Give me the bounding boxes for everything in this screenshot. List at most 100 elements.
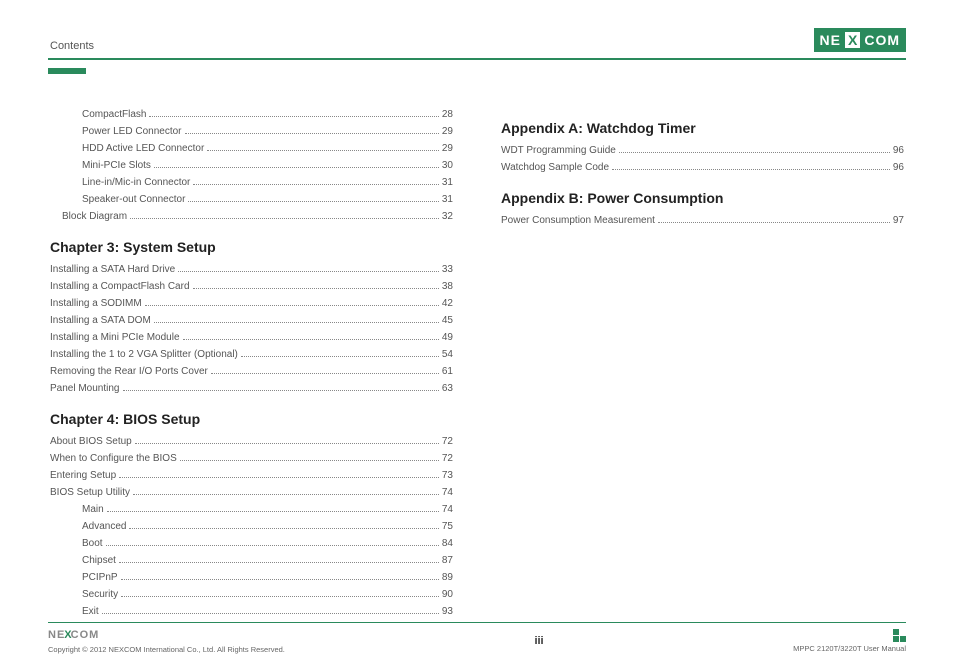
toc-entry[interactable]: Installing a SATA DOM45 <box>50 312 453 329</box>
toc-dots <box>658 222 890 223</box>
toc-dots <box>129 528 438 529</box>
toc-entry-label: HDD Active LED Connector <box>82 140 204 157</box>
toc-entry-page: 49 <box>442 329 453 346</box>
toc-entry[interactable]: Watchdog Sample Code96 <box>501 159 904 176</box>
toc-dots <box>185 133 439 134</box>
footer-logo-right: COM <box>71 629 100 641</box>
toc-entry-page: 54 <box>442 346 453 363</box>
toc-dots <box>178 271 439 272</box>
toc-entry[interactable]: Advanced75 <box>50 518 453 535</box>
toc-entry[interactable]: Installing the 1 to 2 VGA Splitter (Opti… <box>50 346 453 363</box>
toc-entry-page: 75 <box>442 518 453 535</box>
toc-entry-page: 38 <box>442 278 453 295</box>
toc-entry-label: Power LED Connector <box>82 123 182 140</box>
header-rule <box>48 58 906 60</box>
toc-entry-label: CompactFlash <box>82 106 146 123</box>
toc-dots <box>145 305 439 306</box>
toc-entry-page: 29 <box>442 140 453 157</box>
toc-entry-label: Panel Mounting <box>50 380 120 397</box>
toc-entry[interactable]: Line-in/Mic-in Connector 31 <box>50 174 453 191</box>
toc-entry[interactable]: Installing a Mini PCIe Module 49 <box>50 329 453 346</box>
toc-dots <box>133 494 439 495</box>
toc-entry-page: 72 <box>442 433 453 450</box>
toc-entry-page: 97 <box>893 212 904 229</box>
toc-entry[interactable]: Security90 <box>50 586 453 603</box>
toc-entry-label: Speaker-out Connector <box>82 191 185 208</box>
footer-page-number: iii <box>534 635 543 647</box>
toc-entry-page: 31 <box>442 174 453 191</box>
toc-dots <box>123 390 439 391</box>
toc-dots <box>106 545 439 546</box>
toc-entry-label: Line-in/Mic-in Connector <box>82 174 190 191</box>
toc-dots <box>612 169 890 170</box>
footer-logo: NE X COM <box>48 627 285 643</box>
toc-entry[interactable]: Installing a SODIMM42 <box>50 295 453 312</box>
toc-entry[interactable]: Panel Mounting 63 <box>50 380 453 397</box>
toc-entry-page: 32 <box>442 208 453 225</box>
toc-entry-page: 28 <box>442 106 453 123</box>
toc-entry[interactable]: When to Configure the BIOS72 <box>50 450 453 467</box>
toc-entry[interactable]: BIOS Setup Utility74 <box>50 484 453 501</box>
toc-dots <box>211 373 439 374</box>
toc-entry-label: About BIOS Setup <box>50 433 132 450</box>
toc-entry[interactable]: Boot 84 <box>50 535 453 552</box>
toc-dots <box>193 288 439 289</box>
footer-rule <box>48 622 906 624</box>
toc-entry-label: Mini-PCIe Slots <box>82 157 151 174</box>
toc-dots <box>130 218 439 219</box>
toc-entry-label: Installing the 1 to 2 VGA Splitter (Opti… <box>50 346 238 363</box>
toc-entry-label: Entering Setup <box>50 467 116 484</box>
toc-entry[interactable]: HDD Active LED Connector 29 <box>50 140 453 157</box>
toc-dots <box>119 562 439 563</box>
toc-entry-page: 33 <box>442 261 453 278</box>
toc-entry-page: 84 <box>442 535 453 552</box>
toc-entry-label: Boot <box>82 535 103 552</box>
toc-entry[interactable]: Power LED Connector29 <box>50 123 453 140</box>
toc-entry[interactable]: Block Diagram 32 <box>50 208 453 225</box>
toc-dots <box>241 356 439 357</box>
toc-entry[interactable]: PCIPnP89 <box>50 569 453 586</box>
toc-entry-page: 63 <box>442 380 453 397</box>
toc-dots <box>102 613 439 614</box>
logo-text-right: COM <box>860 32 904 48</box>
toc-entry[interactable]: Speaker-out Connector31 <box>50 191 453 208</box>
toc-dots <box>121 579 439 580</box>
toc-entry-page: 74 <box>442 484 453 501</box>
toc-entry-page: 93 <box>442 603 453 620</box>
toc-entry[interactable]: Main74 <box>50 501 453 518</box>
footer-squares-icon <box>793 629 906 642</box>
toc-entry[interactable]: Chipset87 <box>50 552 453 569</box>
footer-logo-left: NE <box>48 629 65 641</box>
chapter-heading: Chapter 3: System Setup <box>50 239 453 255</box>
toc-dots <box>107 511 439 512</box>
toc-columns: CompactFlash28Power LED Connector29HDD A… <box>48 106 906 620</box>
toc-entry[interactable]: Installing a CompactFlash Card 38 <box>50 278 453 295</box>
toc-dots <box>121 596 439 597</box>
toc-entry-page: 45 <box>442 312 453 329</box>
chapter-heading: Appendix A: Watchdog Timer <box>501 120 904 136</box>
toc-entry[interactable]: Exit93 <box>50 603 453 620</box>
toc-entry-page: 89 <box>442 569 453 586</box>
toc-right-column: Appendix A: Watchdog Timer WDT Programmin… <box>501 106 904 620</box>
logo-text-left: NE <box>816 32 845 48</box>
toc-entry[interactable]: Removing the Rear I/O Ports Cover61 <box>50 363 453 380</box>
nexcom-logo: NE X COM <box>814 28 906 52</box>
footer-right: MPPC 2120T/3220T User Manual <box>793 629 906 653</box>
toc-entry[interactable]: Power Consumption Measurement 97 <box>501 212 904 229</box>
toc-dots <box>135 443 439 444</box>
toc-entry[interactable]: CompactFlash 28 <box>50 106 453 123</box>
toc-entry-page: 87 <box>442 552 453 569</box>
toc-entry-label: Block Diagram <box>62 208 127 225</box>
toc-entry-page: 42 <box>442 295 453 312</box>
footer-copyright: Copyright © 2012 NEXCOM International Co… <box>48 645 285 654</box>
toc-entry[interactable]: About BIOS Setup 72 <box>50 433 453 450</box>
toc-entry-label: Installing a CompactFlash Card <box>50 278 190 295</box>
toc-entry-label: Power Consumption Measurement <box>501 212 655 229</box>
toc-entry-label: Installing a Mini PCIe Module <box>50 329 180 346</box>
toc-entry[interactable]: WDT Programming Guide96 <box>501 142 904 159</box>
toc-entry[interactable]: Installing a SATA Hard Drive33 <box>50 261 453 278</box>
toc-entry[interactable]: Mini-PCIe Slots30 <box>50 157 453 174</box>
toc-entry[interactable]: Entering Setup73 <box>50 467 453 484</box>
header-tab-accent <box>48 68 86 74</box>
footer-left: NE X COM Copyright © 2012 NEXCOM Interna… <box>48 627 285 654</box>
